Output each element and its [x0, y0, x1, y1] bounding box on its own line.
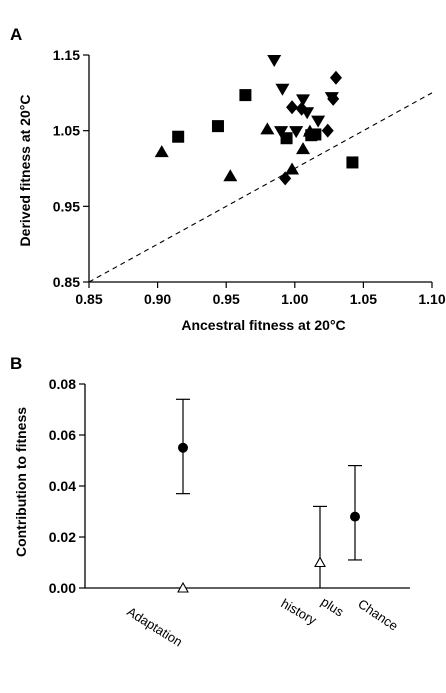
- y-tick-label: 1.05: [53, 123, 80, 139]
- diamond-marker: [327, 91, 340, 106]
- diamond-marker: [303, 126, 316, 141]
- panel-b: B 0.00 0.02 0.04 0.06 0.08 Adaptation history pl…: [10, 354, 410, 649]
- triangle-down-marker: [267, 55, 282, 68]
- y-tick-label: 1.15: [53, 47, 80, 63]
- triangle-up-marker: [296, 142, 311, 155]
- category-label-history: history: [279, 596, 320, 628]
- y-tick-label: 0.95: [53, 198, 80, 214]
- y-tick-label: 0.06: [49, 427, 76, 443]
- square-marker: [239, 89, 252, 102]
- y-tick-label: 0.00: [49, 580, 76, 596]
- y-axis-title: Derived fitness at 20°C: [17, 95, 33, 247]
- filled-circle-marker: [350, 511, 360, 522]
- y-axis-title: Contribution to fitness: [13, 407, 29, 557]
- identity-reference-line: [88, 92, 433, 283]
- x-axis-title: Ancestral fitness at 20°C: [181, 317, 345, 333]
- triangle-down-marker: [275, 83, 290, 96]
- category-label-adaptation: Adaptation: [124, 604, 185, 650]
- triangle-down-marker: [311, 115, 326, 128]
- triangle-up-marker: [223, 169, 238, 182]
- diamond-marker: [329, 70, 342, 85]
- x-tick-label: 0.85: [75, 291, 102, 307]
- diamond-marker: [286, 100, 299, 115]
- x-tick-label: 1.10: [418, 291, 445, 307]
- triangle-up-marker: [260, 122, 275, 135]
- diamond-marker: [279, 171, 292, 186]
- y-tick-label: 0.02: [49, 529, 76, 545]
- triangle-up-marker: [154, 145, 169, 158]
- filled-circle-marker: [178, 442, 188, 453]
- panel-a: A 0.85 0.95 1.05 1.15 0.85 0.90 0.95 1.00 1.05 1.1…: [10, 25, 446, 333]
- open-triangle-marker: [314, 556, 326, 568]
- x-tick-label: 0.90: [144, 291, 171, 307]
- panel-letter-b: B: [10, 354, 22, 373]
- y-tick-label: 0.04: [49, 478, 76, 494]
- x-tick-label: 0.95: [213, 291, 240, 307]
- triangle-down-marker: [274, 126, 289, 139]
- triangle-up-marker: [285, 162, 300, 175]
- y-tick-label: 0.08: [49, 376, 76, 392]
- diamond-marker: [321, 123, 334, 138]
- diamond-marker: [295, 101, 308, 116]
- square-marker: [172, 130, 185, 143]
- square-marker: [280, 132, 293, 145]
- category-label-chance: Chance: [355, 596, 401, 633]
- triangle-down-marker: [289, 126, 304, 139]
- square-marker: [211, 120, 224, 133]
- panel-letter-a: A: [10, 25, 22, 44]
- square-marker: [346, 156, 359, 169]
- x-tick-label: 1.00: [281, 291, 308, 307]
- x-tick-label: 1.05: [350, 291, 377, 307]
- y-tick-label: 0.85: [53, 274, 80, 290]
- category-label-plus: plus: [318, 594, 347, 620]
- open-triangle-marker: [177, 581, 189, 593]
- triangle-down-marker: [296, 94, 311, 107]
